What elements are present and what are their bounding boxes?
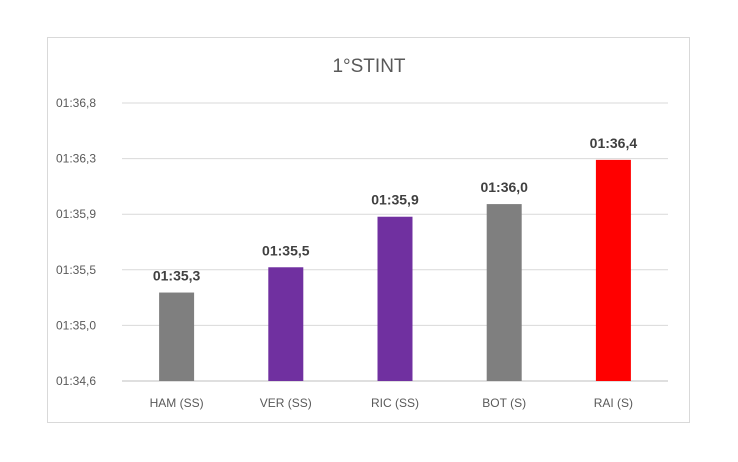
x-tick-label: RIC (SS) — [371, 396, 419, 410]
y-tick-label: 01:35,0 — [56, 318, 96, 332]
data-label: 01:36,0 — [480, 179, 528, 195]
bar — [159, 292, 195, 381]
bar — [486, 204, 522, 381]
bars — [159, 159, 631, 381]
data-label: 01:36,4 — [590, 135, 638, 151]
x-tick-label: RAI (S) — [594, 396, 633, 410]
bar — [268, 267, 304, 381]
x-tick-label: HAM (SS) — [150, 396, 204, 410]
y-tick-label: 01:35,9 — [56, 207, 96, 221]
y-tick-label: 01:36,3 — [56, 152, 96, 166]
bar — [595, 159, 631, 381]
y-tick-label: 01:34,6 — [56, 374, 96, 388]
x-tick-label: VER (SS) — [260, 396, 312, 410]
data-labels: 01:35,3 01:35,5 01:35,9 01:36,0 01:36,4 — [153, 135, 637, 284]
y-tick-label: 01:35,5 — [56, 263, 96, 277]
chart-area — [47, 37, 690, 423]
data-label: 01:35,3 — [153, 268, 201, 284]
chart-title: 1°STINT — [332, 56, 406, 77]
data-label: 01:35,9 — [371, 192, 419, 208]
bar — [377, 216, 413, 381]
x-tick-label: BOT (S) — [482, 396, 526, 410]
data-label: 01:35,5 — [262, 242, 310, 258]
x-axis-ticks: HAM (SS) VER (SS) RIC (SS) BOT (S) RAI (S) — [150, 396, 633, 410]
y-axis-ticks: 01:34,6 01:35,0 01:35,5 01:35,9 01:36,3 01:36… — [56, 96, 96, 388]
y-tick-label: 01:36,8 — [56, 96, 96, 110]
